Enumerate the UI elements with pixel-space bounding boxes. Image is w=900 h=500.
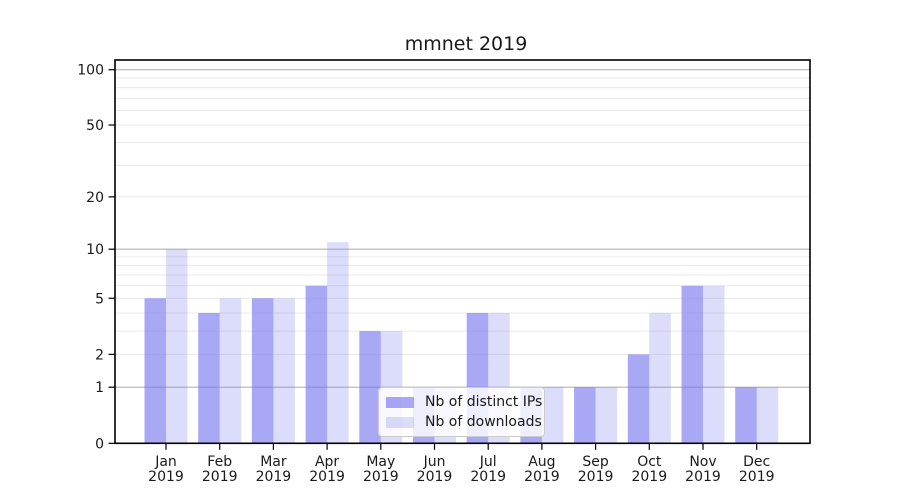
bar-sep-distinct-ips [574,387,596,444]
y-tick-label: 10 [86,242,104,258]
legend-item-distinct-ips: Nb of distinct IPs [386,394,542,411]
y-tick-label: 100 [77,63,104,79]
x-tick-label: Dec 2019 [739,454,775,485]
plot-border [114,59,811,445]
bar-jan-distinct-ips [144,298,166,444]
legend-label-distinct-ips: Nb of distinct IPs [425,394,543,410]
x-tick-label: Feb 2019 [202,454,238,485]
x-tick-label: Sep 2019 [578,454,614,485]
x-tick-label: Mar 2019 [256,454,292,485]
legend: Nb of distinct IPs Nb of downloads [378,387,545,437]
bar-aug-downloads [541,387,564,444]
bar-feb-downloads [219,298,242,444]
bar-nov-downloads [703,285,725,444]
legend-label-downloads: Nb of downloads [425,414,542,430]
x-tick-label: Nov 2019 [685,454,721,485]
x-tick-label: Jun 2019 [417,454,453,485]
y-tick-label: 50 [86,118,104,134]
bar-mar-downloads [273,298,295,444]
x-tick-label: Apr 2019 [309,454,345,485]
chart-title: mmnet 2019 [404,33,528,55]
bar-apr-distinct-ips [305,285,328,444]
bar-jan-downloads [166,249,188,444]
bar-feb-distinct-ips [198,313,220,444]
y-tick-label: 0 [95,436,104,452]
bar-nov-distinct-ips [681,285,703,444]
bar-oct-distinct-ips [627,354,650,444]
bar-oct-downloads [649,313,671,444]
bar-may-distinct-ips [359,331,381,444]
x-tick-label: May 2019 [363,454,399,485]
bar-sep-downloads [595,387,618,444]
bar-dec-distinct-ips [735,387,757,444]
legend-swatch-downloads [386,417,414,428]
legend-item-downloads: Nb of downloads [386,414,542,431]
bar-mar-distinct-ips [251,298,274,444]
y-tick-label: 5 [95,291,104,307]
x-tick-label: Jan 2019 [148,454,184,485]
bar-apr-downloads [327,242,349,444]
legend-swatch-distinct-ips [386,397,414,408]
x-tick-label: Aug 2019 [524,454,560,485]
y-tick-label: 1 [95,380,104,396]
x-tick-label: Oct 2019 [631,454,667,485]
y-tick-label: 20 [86,190,104,206]
y-tick-label: 2 [95,347,104,363]
x-tick-label: Jul 2019 [470,454,506,485]
bar-dec-downloads [756,387,779,444]
